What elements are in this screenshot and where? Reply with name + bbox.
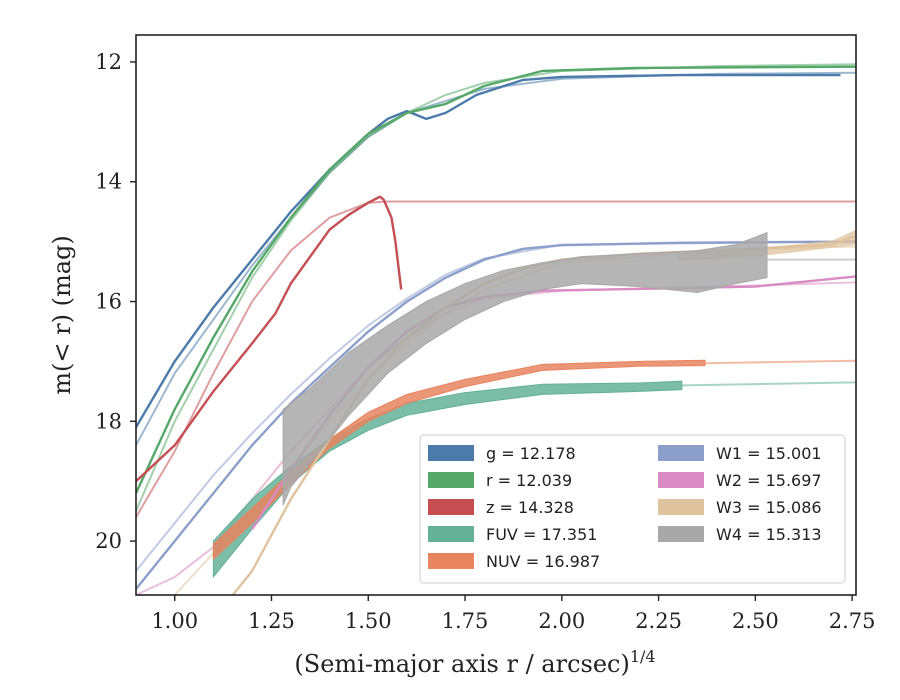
legend-swatch-z xyxy=(428,499,474,515)
series-layer xyxy=(136,63,856,595)
y-tick-label: 14 xyxy=(95,170,122,194)
legend-swatch-g xyxy=(428,445,474,461)
y-tick-label: 12 xyxy=(95,50,122,74)
plot-frame xyxy=(135,34,857,596)
series-fuv-faint-line xyxy=(681,381,856,387)
legend-label-w1: W1 = 15.001 xyxy=(716,444,822,463)
legend-label-w3: W3 = 15.086 xyxy=(716,498,822,517)
series-w4-band xyxy=(282,231,768,506)
y-tick-label: 16 xyxy=(95,290,122,314)
legend-label-z: z = 14.328 xyxy=(486,498,574,517)
legend-swatch-w1 xyxy=(658,445,704,461)
legend-label-r: r = 12.039 xyxy=(486,471,572,490)
legend-swatch-w4 xyxy=(658,526,704,542)
series-w1-line xyxy=(136,240,856,590)
y-tick-label: 20 xyxy=(95,529,122,553)
series-z-faint-line xyxy=(136,200,856,518)
legend-label-g: g = 12.178 xyxy=(486,444,576,463)
x-axis: 1.00 1.25 1.50 1.75 2.00 2.25 2.50 2.75 xyxy=(151,595,876,633)
legend-swatch-fuv xyxy=(428,526,474,542)
x-tick-label: 1.00 xyxy=(151,609,198,633)
legend: g = 12.178 r = 12.039 z = 14.328 FUV = 17.3… xyxy=(419,434,846,584)
y-axis-title: m(< r) (mag) xyxy=(48,235,76,394)
x-tick-label: 2.75 xyxy=(829,609,876,633)
legend-label-w2: W2 = 15.697 xyxy=(716,471,822,490)
legend-frame xyxy=(419,434,846,584)
legend-swatch-nuv xyxy=(428,553,474,569)
x-tick-label: 1.25 xyxy=(248,609,295,633)
series-nuv-faint-line xyxy=(704,359,856,365)
legend-swatch-r xyxy=(428,472,474,488)
series-r-line xyxy=(136,65,856,494)
legend-label-nuv: NUV = 16.987 xyxy=(486,552,600,571)
series-g-line xyxy=(136,73,841,428)
x-tick-label: 2.00 xyxy=(538,609,585,633)
legend-label-fuv: FUV = 17.351 xyxy=(486,525,597,544)
legend-swatch-w3 xyxy=(658,499,704,515)
legend-swatch-w2 xyxy=(658,472,704,488)
x-tick-label: 2.50 xyxy=(732,609,779,633)
y-tick-label: 18 xyxy=(95,409,122,433)
x-tick-label: 1.50 xyxy=(345,609,392,633)
y-axis: 12 14 16 18 20 xyxy=(95,50,136,553)
series-z-line xyxy=(136,195,403,483)
x-tick-label: 1.75 xyxy=(442,609,489,633)
x-tick-label: 2.25 xyxy=(635,609,682,633)
legend-label-w4: W4 = 15.313 xyxy=(716,525,822,544)
x-axis-title: (Semi-major axis r / arcsec)1/4 xyxy=(294,647,655,678)
